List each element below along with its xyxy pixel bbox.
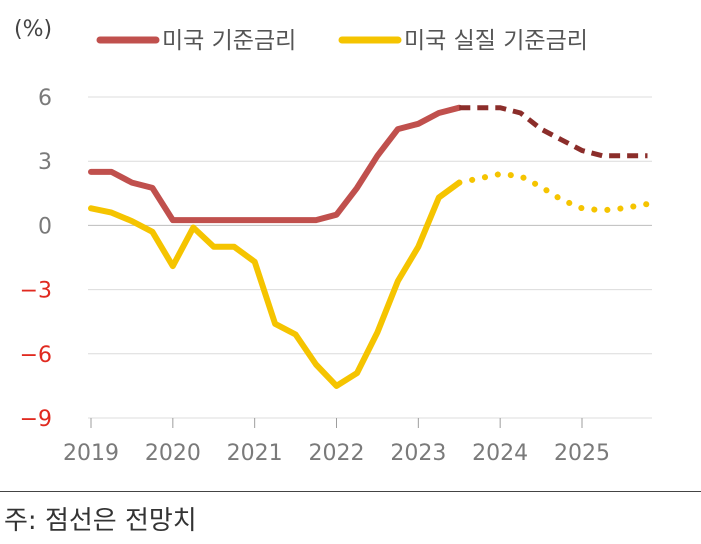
x-axis: 2019 2020 2021 2022 2023 2024 2025 xyxy=(63,418,610,466)
x-tick-label: 2023 xyxy=(390,441,446,466)
x-tick-label: 2019 xyxy=(63,441,119,466)
x-tick-label: 2022 xyxy=(309,441,365,466)
x-tick-label: 2021 xyxy=(227,441,283,466)
legend-label-real: 미국 실질 기준금리 xyxy=(404,28,588,54)
y-tick-label: 6 xyxy=(38,86,52,111)
y-axis: 6 3 0 −3 −6 −9 xyxy=(20,86,52,432)
y-unit-label: (%) xyxy=(14,17,52,42)
y-tick-label: 0 xyxy=(38,214,52,239)
x-tick-label: 2025 xyxy=(554,441,610,466)
series-line-real-actual xyxy=(88,179,463,389)
series-line-policy-forecast xyxy=(459,105,648,159)
legend: 미국 기준금리 미국 실질 기준금리 xyxy=(96,28,588,54)
x-tick-label: 2024 xyxy=(472,441,528,466)
line-chart: 6 3 0 −3 −6 −9 2019 2020 2021 2022 2023 2024 2025 (… xyxy=(14,17,652,466)
plot-area xyxy=(88,104,651,389)
x-tick-label: 2020 xyxy=(145,441,201,466)
footnote: 주: 점선은 전망치 xyxy=(4,506,197,536)
series-line-real-forecast xyxy=(456,170,651,214)
footer-divider xyxy=(0,491,701,492)
y-tick-label: −6 xyxy=(20,343,52,368)
legend-label-policy: 미국 기준금리 xyxy=(162,28,296,54)
series-line-policy-actual xyxy=(88,104,463,224)
y-tick-label: 3 xyxy=(38,150,52,175)
y-tick-label: −9 xyxy=(20,407,52,432)
y-tick-label: −3 xyxy=(20,279,52,304)
